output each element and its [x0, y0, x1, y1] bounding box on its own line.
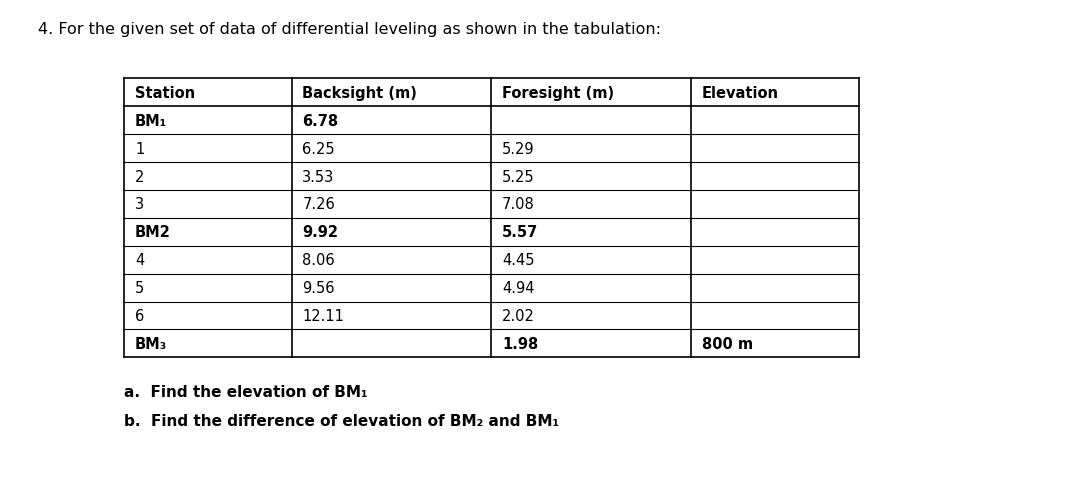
Text: 2.02: 2.02 — [502, 308, 535, 324]
Text: 5: 5 — [135, 280, 145, 296]
Text: BM₃: BM₃ — [135, 336, 167, 351]
Text: 1.98: 1.98 — [502, 336, 539, 351]
Text: Station: Station — [135, 85, 195, 101]
Text: 6: 6 — [135, 308, 145, 324]
Text: 4: 4 — [135, 252, 145, 268]
Text: 7.08: 7.08 — [502, 197, 535, 212]
Text: a.  Find the elevation of BM₁: a. Find the elevation of BM₁ — [124, 384, 368, 399]
Text: 5.29: 5.29 — [502, 141, 535, 156]
Text: 6.78: 6.78 — [302, 113, 338, 129]
Text: 3.53: 3.53 — [302, 169, 335, 184]
Text: 5.25: 5.25 — [502, 169, 535, 184]
Text: 9.56: 9.56 — [302, 280, 335, 296]
Text: 5.57: 5.57 — [502, 225, 539, 240]
Text: 9.92: 9.92 — [302, 225, 338, 240]
Text: 12.11: 12.11 — [302, 308, 345, 324]
Text: 1: 1 — [135, 141, 145, 156]
Text: Foresight (m): Foresight (m) — [502, 85, 615, 101]
Text: 8.06: 8.06 — [302, 252, 335, 268]
Text: 4.94: 4.94 — [502, 280, 535, 296]
Text: 7.26: 7.26 — [302, 197, 335, 212]
Text: Elevation: Elevation — [702, 85, 779, 101]
Text: BM₁: BM₁ — [135, 113, 167, 129]
Text: 800 m: 800 m — [702, 336, 753, 351]
Text: 3: 3 — [135, 197, 144, 212]
Text: Backsight (m): Backsight (m) — [302, 85, 417, 101]
Text: b.  Find the difference of elevation of BM₂ and BM₁: b. Find the difference of elevation of B… — [124, 413, 559, 428]
Text: 2: 2 — [135, 169, 145, 184]
Text: 4.45: 4.45 — [502, 252, 535, 268]
Text: 6.25: 6.25 — [302, 141, 335, 156]
Text: BM2: BM2 — [135, 225, 171, 240]
Text: 4. For the given set of data of differential leveling as shown in the tabulation: 4. For the given set of data of differen… — [38, 22, 661, 36]
